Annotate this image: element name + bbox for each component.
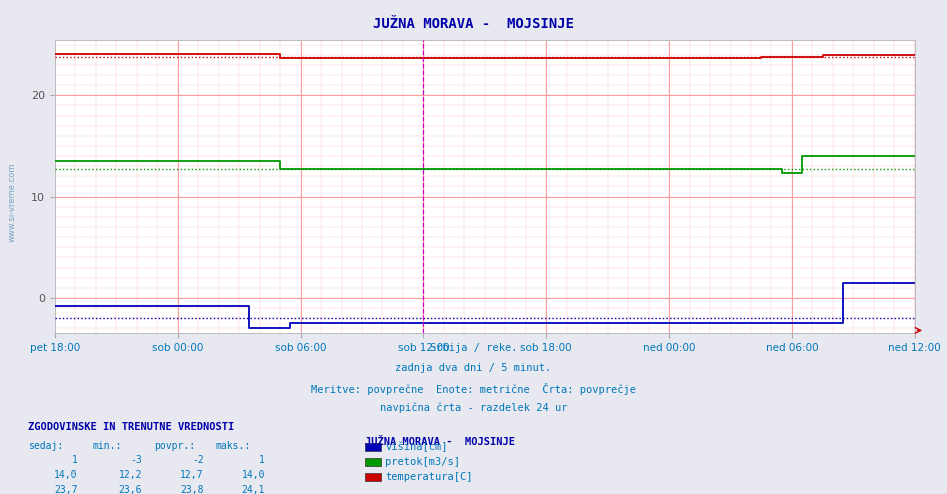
Text: povpr.:: povpr.: <box>154 441 195 451</box>
Text: 23,6: 23,6 <box>118 485 142 494</box>
Text: 14,0: 14,0 <box>241 470 265 480</box>
Text: JUŽNA MORAVA -  MOJSINJE: JUŽNA MORAVA - MOJSINJE <box>373 17 574 31</box>
Text: -2: -2 <box>192 455 204 465</box>
Text: 1: 1 <box>72 455 78 465</box>
Text: 23,7: 23,7 <box>54 485 78 494</box>
Text: -3: -3 <box>131 455 142 465</box>
Text: navpična črta - razdelek 24 ur: navpična črta - razdelek 24 ur <box>380 403 567 413</box>
Text: 12,2: 12,2 <box>118 470 142 480</box>
Text: Srbija / reke.: Srbija / reke. <box>430 343 517 353</box>
Text: temperatura[C]: temperatura[C] <box>385 472 473 482</box>
Text: 14,0: 14,0 <box>54 470 78 480</box>
Text: www.si-vreme.com: www.si-vreme.com <box>8 163 17 242</box>
Text: ZGODOVINSKE IN TRENUTNE VREDNOSTI: ZGODOVINSKE IN TRENUTNE VREDNOSTI <box>28 422 235 432</box>
Text: zadnja dva dni / 5 minut.: zadnja dva dni / 5 minut. <box>396 363 551 373</box>
Text: 12,7: 12,7 <box>180 470 204 480</box>
Text: pretok[m3/s]: pretok[m3/s] <box>385 457 460 467</box>
Text: maks.:: maks.: <box>216 441 251 451</box>
Text: višina[cm]: višina[cm] <box>385 442 448 453</box>
Text: JUŽNA MORAVA -  MOJSINJE: JUŽNA MORAVA - MOJSINJE <box>365 437 514 447</box>
Text: 1: 1 <box>259 455 265 465</box>
Text: 23,8: 23,8 <box>180 485 204 494</box>
Text: Meritve: povprečne  Enote: metrične  Črta: povprečje: Meritve: povprečne Enote: metrične Črta:… <box>311 383 636 395</box>
Text: sedaj:: sedaj: <box>28 441 63 451</box>
Text: 24,1: 24,1 <box>241 485 265 494</box>
Text: min.:: min.: <box>93 441 122 451</box>
